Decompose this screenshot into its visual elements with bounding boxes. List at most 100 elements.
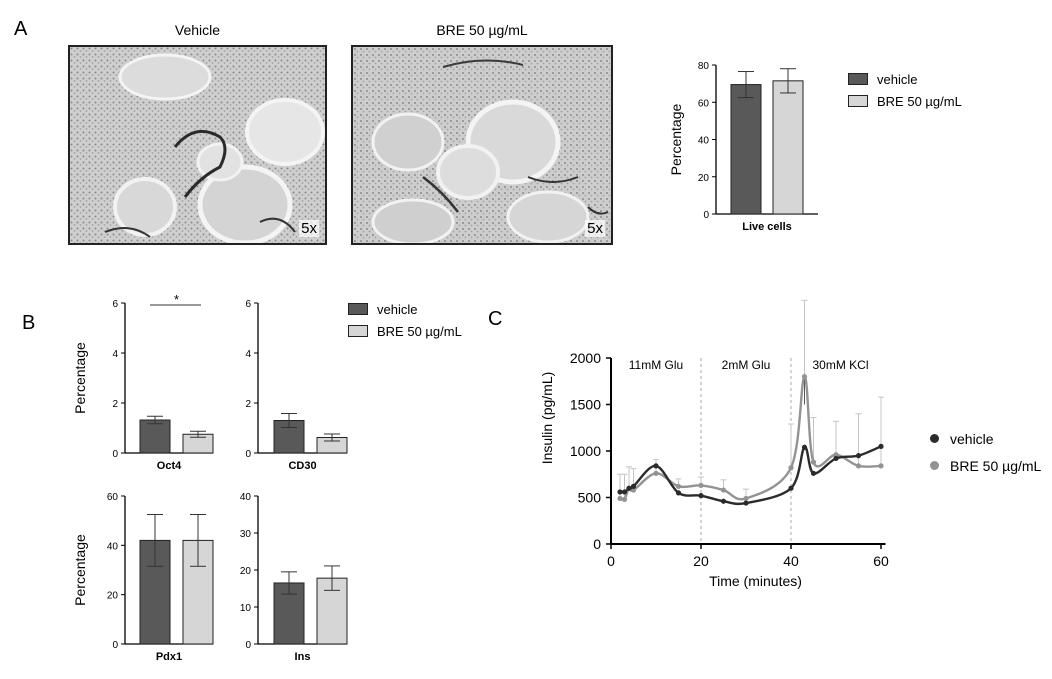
legend-a-item-vehicle: vehicle — [848, 68, 962, 90]
insulin-point-bre — [855, 463, 862, 469]
pdx1-category-label: Pdx1 — [156, 651, 182, 663]
insulin-line-bre — [619, 375, 882, 502]
pdx1-y-tick-label: 60 — [107, 492, 119, 503]
live-cells-y-axis-label: Percentage — [668, 103, 684, 175]
live-cells-bar-vehicle — [730, 84, 762, 215]
insulin-point-bre — [788, 465, 794, 471]
insulin-point-vehicle — [621, 489, 628, 495]
legend-c-marker-vehicle — [930, 434, 939, 443]
insulin-y-tick-label: 1000 — [570, 443, 601, 459]
pdx1-y-tick-label: 20 — [107, 591, 119, 602]
ins-y-tick-label: 10 — [240, 603, 252, 614]
insulin-x-tick-label: 0 — [607, 553, 615, 569]
cd30-y-tick-label: 6 — [245, 299, 251, 310]
insulin-point-bre — [653, 470, 659, 476]
oct4-y-tick-label: 6 — [112, 299, 118, 310]
oct4-y-axis-label: Percentage — [72, 342, 88, 414]
insulin-point-vehicle — [810, 470, 817, 476]
insulin-phase-label: 30mM KCl — [812, 358, 868, 372]
insulin-y-tick-label: 500 — [578, 490, 602, 506]
vehicle-micrograph: 5x — [68, 45, 327, 245]
legend-c-label-bre: BRE 50 µg/mL — [950, 457, 1042, 474]
panel-label-b: B — [22, 312, 36, 334]
insulin-point-bre — [621, 496, 628, 502]
insulin-point-vehicle — [653, 463, 659, 469]
bre-micrograph: 5x — [351, 45, 613, 245]
legend-a-swatch-bre — [848, 95, 868, 107]
vehicle-magnification: 5x — [299, 220, 319, 237]
ins-y-tick-label: 40 — [240, 492, 252, 503]
ins-y-tick-label: 0 — [245, 640, 251, 651]
bre-image-title: BRE 50 µg/mL — [436, 22, 528, 38]
insulin-phase-label: 11mM Glu — [629, 358, 683, 372]
vehicle-micrograph-texture — [70, 47, 325, 243]
oct4-y-tick-label: 0 — [112, 449, 118, 460]
ins-y-tick-label: 20 — [240, 566, 252, 577]
legend-a-swatch-vehicle — [848, 73, 868, 85]
insulin-y-tick-label: 0 — [593, 536, 601, 552]
legend-c-item-bre: BRE 50 µg/mL — [930, 452, 1041, 479]
oct4-bar-vehicle — [139, 419, 171, 454]
insulin-point-bre — [743, 495, 749, 502]
pdx1-y-tick-label: 0 — [112, 640, 118, 651]
insulin-phase-label: 2mM Glu — [722, 358, 771, 372]
insulin-point-vehicle — [743, 500, 749, 506]
legend-b: vehicle BRE 50 µg/mL — [348, 298, 462, 342]
legend-b-item-vehicle: vehicle — [348, 298, 462, 320]
bre-magnification: 5x — [585, 220, 605, 237]
panel-label-a: A — [14, 18, 28, 40]
vehicle-image-title: Vehicle — [174, 22, 221, 38]
oct4-significance-star: * — [174, 292, 179, 307]
insulin-x-tick-label: 20 — [693, 553, 709, 569]
legend-c-marker-bre — [930, 461, 939, 470]
insulin-point-vehicle — [626, 485, 632, 491]
insulin-y-tick-label: 1500 — [570, 397, 601, 413]
insulin-point-bre — [630, 487, 637, 493]
insulin-point-vehicle — [630, 483, 637, 489]
oct4-category-label: Oct4 — [157, 460, 182, 472]
legend-a-label-bre: BRE 50 µg/mL — [877, 93, 962, 109]
legend-c-label-vehicle: vehicle — [950, 430, 994, 447]
insulin-y-axis-label: Insulin (pg/mL) — [539, 372, 555, 465]
pdx1-y-tick-label: 40 — [107, 541, 119, 552]
insulin-point-vehicle — [788, 485, 794, 491]
insulin-point-vehicle — [617, 489, 623, 495]
insulin-point-vehicle — [720, 498, 727, 504]
live-cells-bar-bre — [772, 80, 804, 215]
insulin-point-bre — [675, 483, 682, 489]
legend-b-swatch-vehicle — [348, 303, 368, 315]
insulin-point-vehicle — [698, 493, 704, 499]
legend-a: vehicle BRE 50 µg/mL — [848, 68, 962, 112]
legend-b-label-vehicle: vehicle — [377, 301, 418, 317]
live-cells-y-tick-label: 20 — [698, 173, 710, 184]
cd30-y-tick-label: 0 — [245, 449, 251, 460]
oct4-y-tick-label: 4 — [112, 349, 118, 360]
legend-c: vehicle BRE 50 µg/mL — [930, 425, 1041, 479]
pdx1-y-axis-label: Percentage — [72, 534, 88, 606]
legend-a-item-bre: BRE 50 µg/mL — [848, 90, 962, 112]
live-cells-y-tick-label: 0 — [703, 210, 709, 221]
insulin-point-bre — [801, 374, 808, 380]
insulin-point-vehicle — [833, 455, 839, 462]
insulin-point-bre — [698, 482, 704, 489]
insulin-point-vehicle — [675, 490, 682, 496]
oct4-y-tick-label: 2 — [112, 399, 118, 410]
live-cells-y-tick-label: 40 — [698, 136, 710, 147]
legend-a-label-vehicle: vehicle — [877, 71, 918, 87]
legend-b-label-bre: BRE 50 µg/mL — [377, 323, 462, 339]
insulin-point-bre — [878, 463, 884, 469]
legend-b-swatch-bre — [348, 325, 368, 337]
insulin-point-bre — [617, 495, 623, 502]
cd30-y-tick-label: 2 — [245, 399, 251, 410]
insulin-point-bre — [810, 459, 817, 465]
ins-y-tick-label: 30 — [240, 529, 252, 540]
ins-category-label: Ins — [295, 651, 311, 663]
insulin-point-bre — [833, 452, 839, 458]
insulin-x-axis-label: Time (minutes) — [709, 573, 802, 589]
insulin-point-vehicle — [878, 443, 884, 449]
insulin-x-tick-label: 40 — [783, 553, 799, 569]
cd30-y-tick-label: 4 — [245, 349, 251, 360]
cd30-category-label: CD30 — [288, 460, 316, 472]
live-cells-y-tick-label: 80 — [698, 61, 710, 72]
